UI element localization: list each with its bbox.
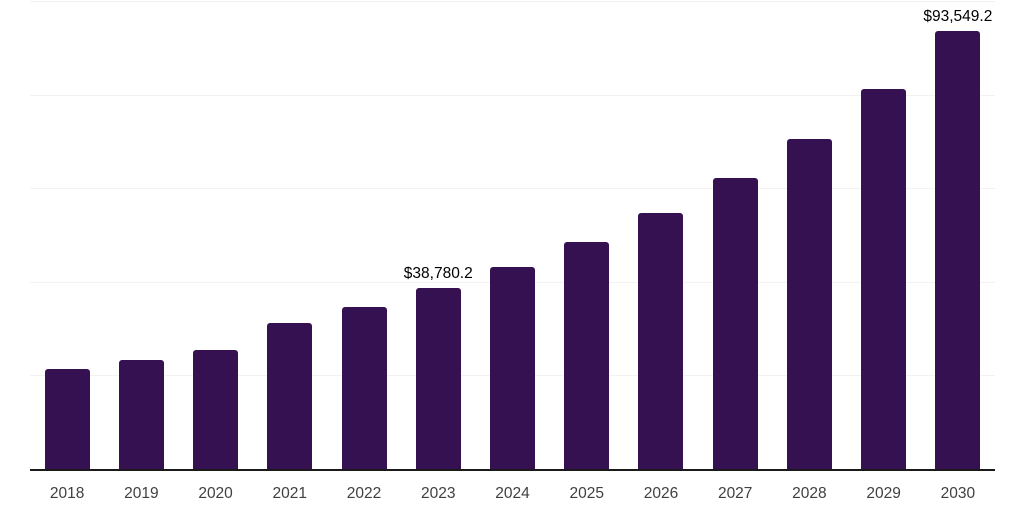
value-label-2030: $93,549.2	[923, 8, 993, 26]
bar-2021	[267, 322, 313, 469]
x-axis-label-2028: 2028	[792, 485, 827, 502]
bar-2029	[861, 89, 907, 469]
bar-2024	[490, 267, 535, 469]
bar-2022	[341, 306, 387, 469]
x-axis-label-2020: 2020	[198, 485, 233, 502]
x-axis-line	[30, 469, 995, 471]
bar-2020	[193, 350, 239, 469]
bar-2019	[118, 360, 164, 469]
x-axis-label-2026: 2026	[643, 485, 679, 502]
x-axis-label-2027: 2027	[717, 485, 753, 502]
bar-2026	[638, 212, 684, 469]
x-axis-label-2018: 2018	[49, 485, 85, 502]
bar-2025	[564, 242, 610, 469]
x-axis-label-2030: 2030	[940, 485, 976, 502]
value-label-2023: $38,780.2	[403, 264, 473, 282]
bar-2028	[786, 138, 832, 469]
x-axis-label-2021: 2021	[272, 485, 308, 502]
x-axis-label-2025: 2025	[569, 485, 604, 502]
bar-2030	[935, 31, 981, 469]
x-axis-label-2019: 2019	[124, 485, 159, 502]
gridline-60000	[30, 188, 995, 190]
gridline-80000	[30, 94, 995, 96]
x-axis-label-2029: 2029	[866, 485, 901, 502]
x-axis-label-2023: 2023	[421, 485, 456, 502]
x-axis-label-2022: 2022	[346, 485, 382, 502]
gridline-100000	[30, 1, 995, 2]
bar-2018	[44, 368, 90, 469]
bar-2027	[712, 178, 758, 469]
x-axis-label-2024: 2024	[495, 485, 530, 502]
bar-2023	[415, 287, 461, 469]
